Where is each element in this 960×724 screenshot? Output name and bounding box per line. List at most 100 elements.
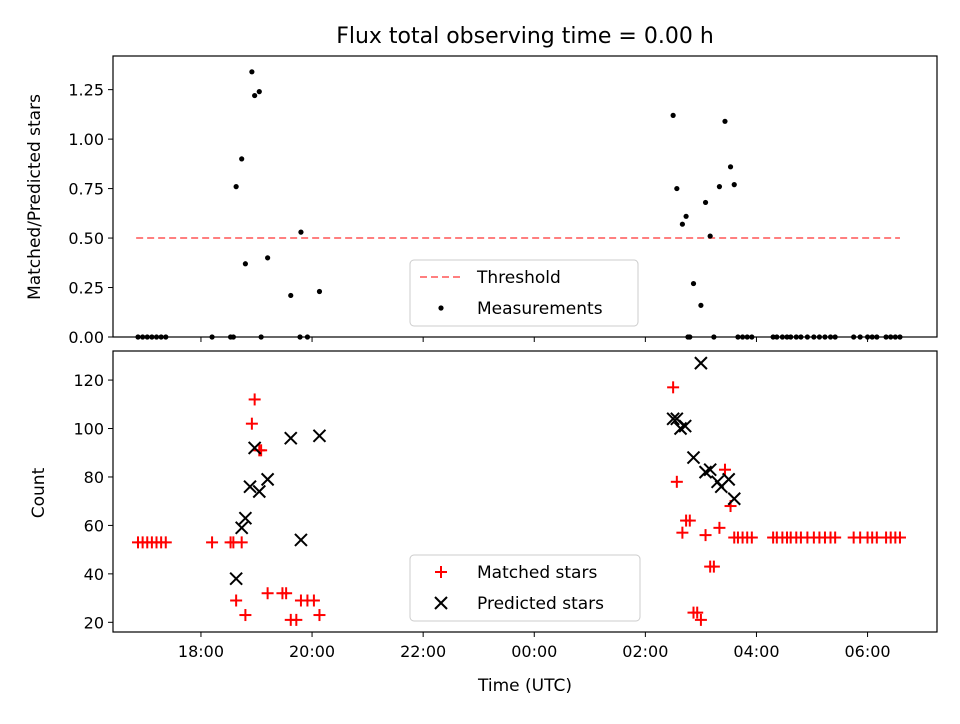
measurement-point	[722, 118, 728, 124]
bottom-y-axis-label: Count	[29, 467, 49, 518]
measurement-point	[249, 69, 255, 75]
measurement-point	[239, 156, 245, 162]
measurement-point	[288, 292, 294, 299]
x-tick-label: 06:00	[845, 642, 891, 661]
measurement-point	[252, 92, 258, 99]
predicted-star-point	[727, 492, 741, 506]
predicted-star-point	[252, 484, 266, 499]
top-y-tick-label: 0.25	[68, 279, 104, 298]
threshold-legend-label: Threshold	[476, 268, 561, 288]
matched-star-point	[313, 609, 326, 622]
bottom-y-tick-label: 20	[84, 613, 104, 632]
measurement-point	[233, 184, 239, 190]
bottom-legend-box	[409, 554, 641, 622]
top-y-tick-label: 0.50	[68, 229, 104, 248]
matched-star-point	[699, 529, 712, 542]
measurement-point	[298, 229, 304, 235]
predicted-star-point	[721, 472, 736, 487]
measurement-point	[265, 255, 271, 261]
top-y-axis-label: Matched/Predicted stars	[25, 94, 45, 300]
measurement-point	[716, 184, 723, 190]
matched-star-point	[245, 417, 258, 430]
bottom-panel: Count Time (UTC) 20 40 60 80 100 120 18:00 20:0…	[29, 350, 938, 696]
predicted-star-point	[703, 462, 717, 477]
measurement-point	[683, 213, 689, 219]
predicted-star-point	[284, 431, 298, 445]
measurement-point	[256, 89, 262, 95]
top-legend-box	[409, 259, 639, 327]
matched-star-point	[307, 594, 320, 607]
bottom-y-tick-label: 120	[73, 371, 104, 390]
predicted-star-point	[294, 533, 308, 547]
measurement-point	[702, 199, 709, 206]
bottom-legend: Matched stars Predicted stars	[409, 554, 641, 622]
matched-star-point	[745, 531, 758, 544]
matched-star-point	[718, 463, 731, 476]
top-plot-frame	[112, 55, 938, 338]
predicted-star-point	[260, 472, 275, 487]
predicted-stars-legend-label: Predicted stars	[477, 594, 604, 614]
top-y-tick-label: 0.00	[68, 328, 104, 347]
matched-stars-legend-label: Matched stars	[477, 563, 597, 583]
matched-star-point	[829, 531, 842, 544]
matched-star-point	[670, 475, 683, 488]
measurement-point	[707, 233, 713, 239]
x-tick-label: 22:00	[400, 642, 446, 661]
matched-star-point	[893, 531, 906, 544]
measurements-legend-label: Measurements	[477, 299, 603, 319]
top-y-tick-label: 1.25	[68, 81, 104, 100]
bottom-y-tick-label: 40	[84, 565, 104, 584]
predicted-star-point	[678, 419, 692, 433]
matched-star-point	[230, 594, 243, 607]
x-axis-label: Time (UTC)	[477, 676, 572, 696]
matched-star-point	[248, 393, 261, 406]
matched-star-point	[235, 536, 248, 549]
predicted-star-point	[666, 412, 680, 426]
predicted-star-point	[229, 571, 243, 586]
bottom-plot-frame	[112, 350, 938, 633]
measurement-point	[690, 280, 697, 287]
measurement-point	[731, 182, 737, 188]
bottom-y-tick-label: 60	[84, 516, 104, 535]
predicted-star-point	[686, 450, 701, 465]
top-y-tick-label: 1.00	[68, 130, 104, 149]
matched-star-point	[694, 613, 707, 626]
measurement-point	[670, 112, 676, 118]
matched-star-point	[676, 526, 689, 539]
matched-star-point	[239, 609, 252, 622]
predicted-star-point	[234, 521, 249, 535]
predicted-star-point	[247, 441, 262, 455]
top-panel: Flux total observing time = 0.00 h Match…	[25, 24, 938, 347]
predicted-star-point	[238, 511, 253, 525]
x-tick-label: 20:00	[289, 642, 335, 661]
measurement-point	[242, 261, 248, 267]
predicted-star-point	[694, 356, 708, 370]
matched-star-point	[159, 536, 172, 549]
matched-star-point	[261, 587, 274, 600]
x-tick-label: 04:00	[733, 642, 779, 661]
measurement-point	[727, 164, 734, 170]
matched-stars-legend-icon	[435, 566, 447, 578]
x-tick-label: 00:00	[511, 642, 557, 661]
measurement-point	[698, 302, 704, 308]
x-tick-label: 18:00	[178, 642, 224, 661]
measurement-point	[674, 185, 680, 192]
matched-star-point	[280, 587, 293, 600]
matched-star-point	[683, 514, 696, 527]
predicted-star-point	[243, 479, 257, 494]
matched-star-point	[713, 521, 726, 534]
measurement-point	[316, 288, 323, 295]
predicted-stars-legend-icon	[434, 596, 448, 610]
predicted-star-point	[312, 429, 327, 443]
measurements-legend-icon	[438, 305, 444, 311]
matched-star-point	[290, 613, 303, 626]
bottom-y-tick-label: 80	[84, 468, 104, 487]
top-y-tick-label: 0.75	[68, 180, 104, 199]
x-tick-label: 02:00	[622, 642, 668, 661]
measurement-point	[679, 221, 685, 227]
matched-star-point	[707, 560, 720, 573]
matched-star-point	[691, 606, 704, 619]
top-chart-title: Flux total observing time = 0.00 h	[336, 24, 714, 49]
matched-star-point	[667, 381, 680, 394]
